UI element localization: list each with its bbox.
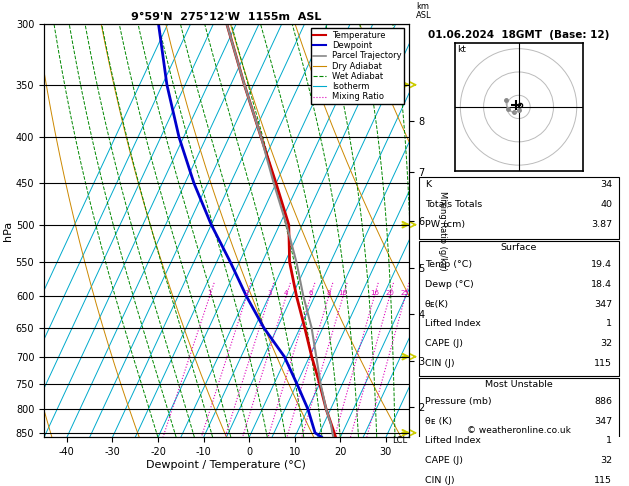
Text: LCL: LCL: [392, 436, 408, 445]
X-axis label: Dewpoint / Temperature (°C): Dewpoint / Temperature (°C): [147, 460, 306, 470]
Legend: Temperature, Dewpoint, Parcel Trajectory, Dry Adiabat, Wet Adiabat, Isotherm, Mi: Temperature, Dewpoint, Parcel Trajectory…: [311, 29, 404, 104]
Text: 10: 10: [338, 290, 348, 296]
Text: 1: 1: [606, 436, 612, 446]
Text: 01.06.2024  18GMT  (Base: 12): 01.06.2024 18GMT (Base: 12): [428, 31, 610, 40]
Bar: [418, 177, 618, 239]
Text: 34: 34: [600, 180, 612, 190]
Text: 4: 4: [284, 290, 289, 296]
Text: 18.4: 18.4: [591, 280, 612, 289]
Text: θᴇ (K): θᴇ (K): [425, 417, 452, 426]
Text: 886: 886: [594, 397, 612, 406]
Text: 8: 8: [326, 290, 331, 296]
Bar: [418, 378, 618, 486]
Text: 115: 115: [594, 359, 612, 368]
Text: CIN (J): CIN (J): [425, 476, 454, 485]
Text: Dewp (°C): Dewp (°C): [425, 280, 474, 289]
Text: © weatheronline.co.uk: © weatheronline.co.uk: [467, 426, 571, 435]
Text: Mixing Ratio (g/kg): Mixing Ratio (g/kg): [438, 191, 447, 271]
Text: Lifted Index: Lifted Index: [425, 319, 481, 329]
Text: Lifted Index: Lifted Index: [425, 436, 481, 446]
Text: Pressure (mb): Pressure (mb): [425, 397, 491, 406]
Text: 2: 2: [245, 290, 249, 296]
Text: 40: 40: [600, 200, 612, 209]
Text: 3: 3: [267, 290, 272, 296]
Text: θᴇ(K): θᴇ(K): [425, 299, 449, 309]
Text: 347: 347: [594, 299, 612, 309]
Text: 32: 32: [600, 339, 612, 348]
Text: K: K: [425, 180, 431, 190]
Text: km
ASL: km ASL: [416, 2, 431, 20]
Text: 20: 20: [385, 290, 394, 296]
Title: 9°59'N  275°12'W  1155m  ASL: 9°59'N 275°12'W 1155m ASL: [131, 12, 321, 22]
Text: 19.4: 19.4: [591, 260, 612, 269]
Text: 347: 347: [594, 417, 612, 426]
Text: Totals Totals: Totals Totals: [425, 200, 482, 209]
Text: PW (cm): PW (cm): [425, 220, 465, 229]
Text: 1: 1: [606, 319, 612, 329]
Text: 25: 25: [401, 290, 409, 296]
Text: Temp (°C): Temp (°C): [425, 260, 472, 269]
Text: Surface: Surface: [500, 243, 537, 252]
Text: CAPE (J): CAPE (J): [425, 456, 463, 465]
Y-axis label: hPa: hPa: [3, 221, 13, 241]
Text: 16: 16: [370, 290, 379, 296]
Text: Most Unstable: Most Unstable: [485, 380, 552, 389]
Text: CAPE (J): CAPE (J): [425, 339, 463, 348]
Text: 1: 1: [208, 290, 212, 296]
Text: 115: 115: [594, 476, 612, 485]
Text: CIN (J): CIN (J): [425, 359, 454, 368]
Bar: [418, 241, 618, 376]
Text: 6: 6: [308, 290, 313, 296]
Text: 32: 32: [600, 456, 612, 465]
Text: 3.87: 3.87: [591, 220, 612, 229]
